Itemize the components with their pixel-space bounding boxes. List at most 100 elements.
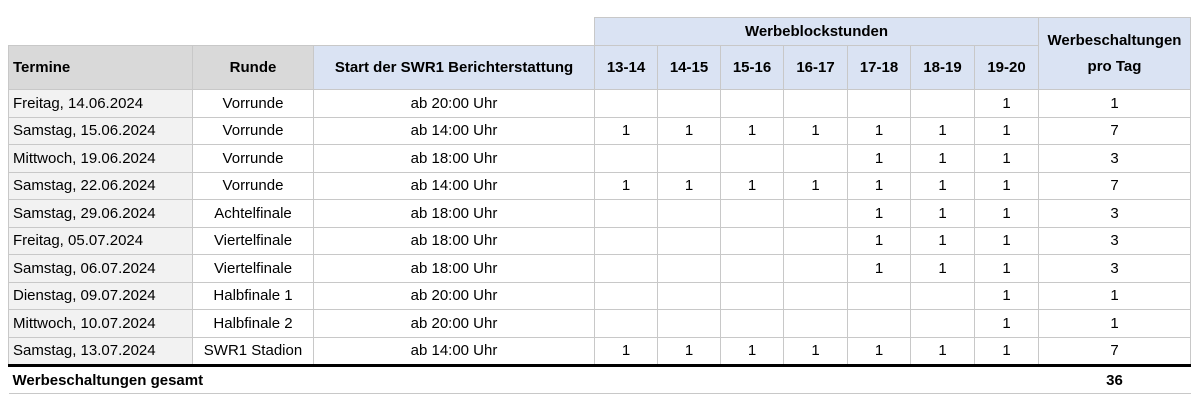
total-label: Werbeschaltungen gesamt (8, 364, 1039, 394)
cell-hour (594, 254, 658, 283)
cell-start: ab 18:00 Uhr (313, 254, 595, 283)
cell-runde: Vorrunde (192, 171, 314, 200)
cell-hour (720, 199, 784, 228)
cell-hour (657, 254, 721, 283)
cell-hour: 1 (657, 336, 721, 366)
cell-hour: 1 (657, 171, 721, 200)
cell-hour: 1 (847, 199, 911, 228)
cell-total: 3 (1038, 199, 1191, 228)
cell-hour (657, 309, 721, 338)
cell-hour: 1 (720, 116, 784, 145)
cell-hour: 1 (910, 254, 975, 283)
cell-start: ab 18:00 Uhr (313, 199, 595, 228)
cell-hour: 1 (720, 171, 784, 200)
header-termine: Termine (8, 45, 193, 90)
table-row: Samstag, 15.06.2024 Vorrunde ab 14:00 Uhr 1… (8, 116, 1191, 145)
cell-hour (910, 309, 975, 338)
cell-hour: 1 (657, 116, 721, 145)
cell-start: ab 18:00 Uhr (313, 144, 595, 173)
cell-hour (847, 89, 911, 118)
cell-termin: Samstag, 06.07.2024 (8, 254, 193, 283)
cell-hour (783, 89, 848, 118)
cell-runde: Vorrunde (192, 144, 314, 173)
cell-hour (910, 89, 975, 118)
cell-hour: 1 (594, 336, 658, 366)
cell-hour: 1 (910, 226, 975, 255)
header-start: Start der SWR1 Berichterstattung (313, 45, 595, 90)
cell-start: ab 20:00 Uhr (313, 281, 595, 310)
cell-hour (657, 199, 721, 228)
cell-runde: Viertelfinale (192, 226, 314, 255)
cell-hour: 1 (847, 116, 911, 145)
cell-hour (783, 309, 848, 338)
cell-hour (657, 281, 721, 310)
cell-hour: 1 (847, 171, 911, 200)
table-row: Freitag, 05.07.2024 Viertelfinale ab 18:00… (8, 226, 1191, 255)
cell-hour: 1 (847, 144, 911, 173)
cell-hour: 1 (910, 171, 975, 200)
cell-termin: Freitag, 05.07.2024 (8, 226, 193, 255)
cell-runde: Viertelfinale (192, 254, 314, 283)
header-group-row: Werbeblockstunden Werbeschaltungen pro T… (8, 17, 1191, 90)
cell-runde: Halbfinale 1 (192, 281, 314, 310)
cell-hour: 1 (847, 254, 911, 283)
cell-termin: Samstag, 13.07.2024 (8, 336, 193, 366)
cell-hour (657, 226, 721, 255)
cell-hour: 1 (783, 116, 848, 145)
cell-hour (657, 144, 721, 173)
cell-hour: 1 (847, 336, 911, 366)
cell-hour: 1 (974, 144, 1039, 173)
cell-hour (594, 226, 658, 255)
cell-termin: Samstag, 15.06.2024 (8, 116, 193, 145)
cell-runde: Halbfinale 2 (192, 309, 314, 338)
cell-total: 1 (1038, 89, 1191, 118)
cell-hour: 1 (594, 171, 658, 200)
cell-hour (720, 281, 784, 310)
cell-hour (847, 309, 911, 338)
header-hour: 16-17 (783, 45, 848, 90)
cell-start: ab 14:00 Uhr (313, 116, 595, 145)
header-per-day: Werbeschaltungen pro Tag (1038, 17, 1191, 90)
cell-termin: Samstag, 22.06.2024 (8, 171, 193, 200)
cell-start: ab 14:00 Uhr (313, 171, 595, 200)
cell-termin: Mittwoch, 10.07.2024 (8, 309, 193, 338)
total-row: Werbeschaltungen gesamt 36 (8, 364, 1191, 394)
table-row: Samstag, 22.06.2024 Vorrunde ab 14:00 Uhr 1… (8, 171, 1191, 200)
cell-hour (594, 309, 658, 338)
total-value: 36 (1038, 364, 1191, 394)
table-row: Samstag, 29.06.2024 Achtelfinale ab 18:00 … (8, 199, 1191, 228)
cell-termin: Mittwoch, 19.06.2024 (8, 144, 193, 173)
cell-hour: 1 (974, 116, 1039, 145)
cell-runde: Vorrunde (192, 89, 314, 118)
header-werbeblockstunden: Werbeblockstunden (594, 17, 1039, 46)
header-hour: 19-20 (974, 45, 1039, 90)
cell-hour: 1 (910, 199, 975, 228)
cell-hour: 1 (910, 144, 975, 173)
cell-total: 1 (1038, 281, 1191, 310)
cell-hour (720, 89, 784, 118)
cell-hour: 1 (720, 336, 784, 366)
cell-termin: Freitag, 14.06.2024 (8, 89, 193, 118)
table-row: Mittwoch, 10.07.2024 Halbfinale 2 ab 20:00… (8, 309, 1191, 338)
cell-hour (720, 144, 784, 173)
cell-hour: 1 (974, 281, 1039, 310)
cell-termin: Dienstag, 09.07.2024 (8, 281, 193, 310)
cell-hour (720, 226, 784, 255)
cell-total: 3 (1038, 144, 1191, 173)
cell-total: 3 (1038, 254, 1191, 283)
cell-hour: 1 (974, 226, 1039, 255)
cell-start: ab 20:00 Uhr (313, 89, 595, 118)
cell-hour (720, 309, 784, 338)
cell-hour: 1 (974, 254, 1039, 283)
table-row: Mittwoch, 19.06.2024 Vorrunde ab 18:00 Uhr… (8, 144, 1191, 173)
cell-hour (783, 254, 848, 283)
ad-schedule-table: Werbeblockstunden Werbeschaltungen pro T… (8, 17, 1191, 394)
cell-runde: Vorrunde (192, 116, 314, 145)
table-row: Dienstag, 09.07.2024 Halbfinale 1 ab 20:00… (8, 281, 1191, 310)
cell-start: ab 14:00 Uhr (313, 336, 595, 366)
header-hour: 14-15 (657, 45, 721, 90)
cell-hour: 1 (847, 226, 911, 255)
cell-hour (910, 281, 975, 310)
cell-total: 1 (1038, 309, 1191, 338)
cell-hour (783, 199, 848, 228)
